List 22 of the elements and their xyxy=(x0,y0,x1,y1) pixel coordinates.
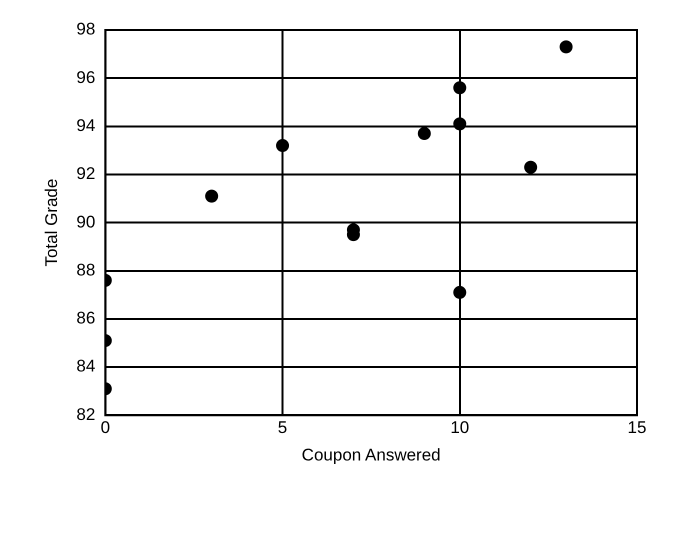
y-tick-label: 82 xyxy=(76,404,96,424)
point xyxy=(453,81,466,94)
point xyxy=(524,160,538,174)
y-tick-label: 94 xyxy=(76,116,96,135)
point xyxy=(276,139,290,152)
y-tick-label: 92 xyxy=(76,164,96,184)
y-tick-label: 96 xyxy=(76,68,96,87)
point xyxy=(418,127,431,140)
x-tick-label: 0 xyxy=(100,418,110,438)
x-tick-label: 15 xyxy=(628,418,646,438)
x-tick-label: 10 xyxy=(450,418,470,438)
x-tick-label: 5 xyxy=(278,418,288,438)
point xyxy=(560,40,573,54)
point xyxy=(453,117,466,130)
y-tick-label: 88 xyxy=(76,260,96,280)
point xyxy=(453,286,466,299)
y-tick-label: 86 xyxy=(76,308,96,328)
y-tick-label: 84 xyxy=(76,356,96,376)
y-tick-label: 90 xyxy=(76,212,96,232)
x-axis-title: Coupon Answered xyxy=(302,445,441,464)
y-tick-label: 98 xyxy=(76,20,96,39)
y-axis-title: Total Grade xyxy=(42,178,61,267)
